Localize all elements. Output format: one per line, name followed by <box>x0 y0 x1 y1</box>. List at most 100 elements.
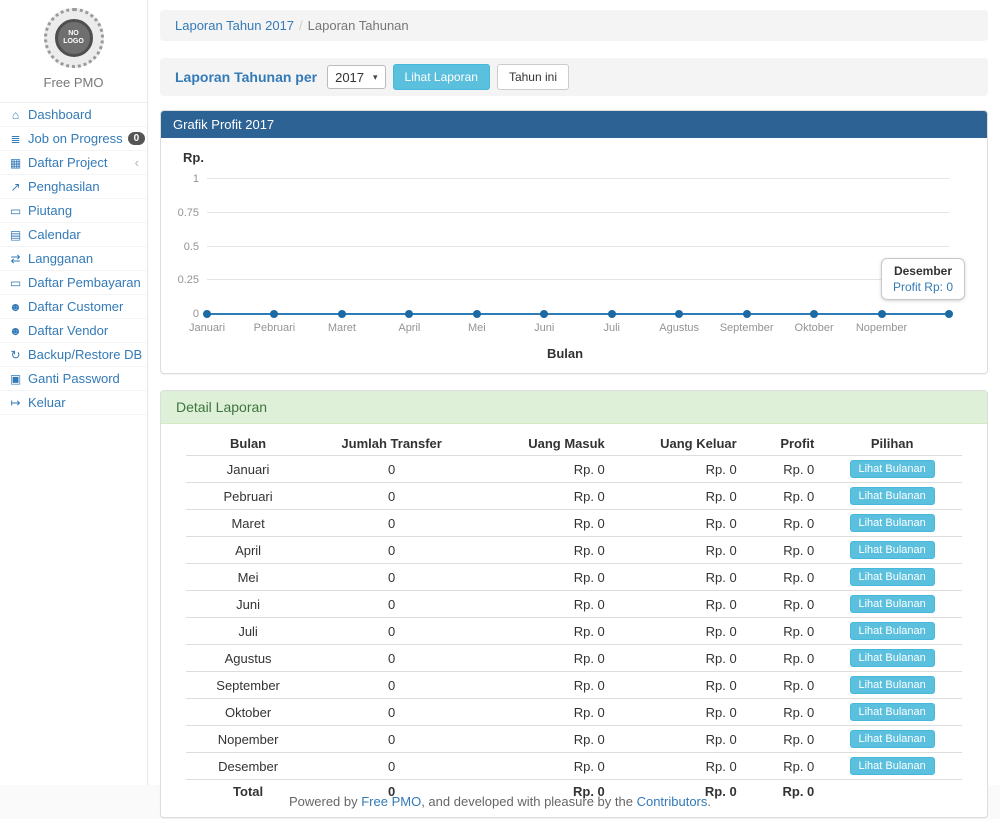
cell-uang-masuk: Rp. 0 <box>473 510 613 537</box>
report-form: Laporan Tahunan per 2017 ▾ Lihat Laporan… <box>160 58 988 96</box>
cell-uang-keluar: Rp. 0 <box>613 456 745 483</box>
footer-text: Powered by <box>289 794 361 809</box>
breadcrumb-link[interactable]: Laporan Tahun 2017 <box>175 18 294 33</box>
cell-pilihan: Lihat Bulanan <box>822 591 962 618</box>
tasks-icon: ≣ <box>8 132 23 146</box>
cell-profit: Rp. 0 <box>745 645 823 672</box>
lihat-laporan-button[interactable]: Lihat Laporan <box>393 64 490 90</box>
sidebar-item-penghasilan[interactable]: ↗Penghasilan <box>0 175 147 199</box>
lihat-bulanan-button[interactable]: Lihat Bulanan <box>850 703 935 721</box>
users-icon: ☻ <box>8 300 23 314</box>
sidebar-item-daftar-project[interactable]: ▦Daftar Project‹ <box>0 151 147 175</box>
cell-uang-keluar: Rp. 0 <box>613 510 745 537</box>
brand-name: Free PMO <box>0 75 147 90</box>
cell-pilihan: Lihat Bulanan <box>822 726 962 753</box>
y-axis-label: Rp. <box>183 150 957 165</box>
lihat-bulanan-button[interactable]: Lihat Bulanan <box>850 730 935 748</box>
cell-pilihan: Lihat Bulanan <box>822 753 962 780</box>
cell-bulan: Desember <box>186 753 310 780</box>
cell-uang-keluar: Rp. 0 <box>613 645 745 672</box>
column-header-bulan: Bulan <box>186 432 310 456</box>
y-tick-label: 0.25 <box>178 274 199 286</box>
lihat-bulanan-button[interactable]: Lihat Bulanan <box>850 649 935 667</box>
lihat-bulanan-button[interactable]: Lihat Bulanan <box>850 541 935 559</box>
cell-pilihan: Lihat Bulanan <box>822 618 962 645</box>
sidebar-item-job-on-progress[interactable]: ≣Job on Progress0 <box>0 127 147 151</box>
cell-jumlah-transfer: 0 <box>310 645 473 672</box>
gridline <box>207 279 949 280</box>
cell-jumlah-transfer: 0 <box>310 699 473 726</box>
sidebar-item-backup-restore-db[interactable]: ↻Backup/Restore DB <box>0 343 147 367</box>
y-tick-label: 0 <box>193 308 199 320</box>
table-icon: ▦ <box>8 156 23 170</box>
tooltip-title: Desember <box>893 264 953 278</box>
cell-profit: Rp. 0 <box>745 483 823 510</box>
x-tick-label: Oktober <box>795 322 834 334</box>
x-axis-labels: JanuariPebruariMaretAprilMeiJuniJuliAgus… <box>207 322 949 337</box>
sidebar: NO LOGO Free PMO ⌂Dashboard≣Job on Progr… <box>0 0 148 785</box>
table-header-row: BulanJumlah TransferUang MasukUang Kelua… <box>186 432 962 456</box>
lihat-bulanan-button[interactable]: Lihat Bulanan <box>850 514 935 532</box>
lihat-bulanan-button[interactable]: Lihat Bulanan <box>850 757 935 775</box>
year-select-value: 2017 <box>335 70 364 85</box>
cell-jumlah-transfer: 0 <box>310 510 473 537</box>
contributors-link[interactable]: Contributors <box>637 794 708 809</box>
cell-uang-masuk: Rp. 0 <box>473 564 613 591</box>
sidebar-item-label: Ganti Password <box>28 371 120 386</box>
total-cell: Rp. 0 <box>745 780 823 804</box>
profit-chart: Rp. Desember Profit Rp: 0 00.250.50.751 … <box>161 138 987 373</box>
column-header-jumlah-transfer: Jumlah Transfer <box>310 432 473 456</box>
free-pmo-link[interactable]: Free PMO <box>361 794 421 809</box>
column-header-uang-masuk: Uang Masuk <box>473 432 613 456</box>
table-row: Mei0Rp. 0Rp. 0Rp. 0Lihat Bulanan <box>186 564 962 591</box>
table-row: April0Rp. 0Rp. 0Rp. 0Lihat Bulanan <box>186 537 962 564</box>
table-row: Januari0Rp. 0Rp. 0Rp. 0Lihat Bulanan <box>186 456 962 483</box>
data-point <box>338 310 346 318</box>
sidebar-item-daftar-vendor[interactable]: ☻Daftar Vendor <box>0 319 147 343</box>
tooltip-value: Profit Rp: 0 <box>893 280 953 294</box>
lihat-bulanan-button[interactable]: Lihat Bulanan <box>850 568 935 586</box>
app: NO LOGO Free PMO ⌂Dashboard≣Job on Progr… <box>0 0 1000 785</box>
sidebar-item-dashboard[interactable]: ⌂Dashboard <box>0 103 147 127</box>
lihat-bulanan-button[interactable]: Lihat Bulanan <box>850 595 935 613</box>
cell-bulan: September <box>186 672 310 699</box>
report-table: BulanJumlah TransferUang MasukUang Kelua… <box>186 432 962 803</box>
sidebar-item-daftar-pembayaran[interactable]: ▭Daftar Pembayaran <box>0 271 147 295</box>
sidebar-menu: ⌂Dashboard≣Job on Progress0▦Daftar Proje… <box>0 102 147 415</box>
data-point <box>810 310 818 318</box>
count-badge: 0 <box>128 132 146 145</box>
cell-bulan: Maret <box>186 510 310 537</box>
cell-profit: Rp. 0 <box>745 753 823 780</box>
cell-uang-keluar: Rp. 0 <box>613 537 745 564</box>
breadcrumb-current: Laporan Tahunan <box>308 18 409 33</box>
sidebar-item-langganan[interactable]: ⇄Langganan <box>0 247 147 271</box>
lihat-bulanan-button[interactable]: Lihat Bulanan <box>850 676 935 694</box>
x-tick-label: Pebruari <box>254 322 296 334</box>
cell-jumlah-transfer: 0 <box>310 753 473 780</box>
lihat-bulanan-button[interactable]: Lihat Bulanan <box>850 487 935 505</box>
cell-bulan: Oktober <box>186 699 310 726</box>
lihat-bulanan-button[interactable]: Lihat Bulanan <box>850 460 935 478</box>
table-row: Desember0Rp. 0Rp. 0Rp. 0Lihat Bulanan <box>186 753 962 780</box>
column-header-profit: Profit <box>745 432 823 456</box>
sidebar-item-daftar-customer[interactable]: ☻Daftar Customer <box>0 295 147 319</box>
column-header-pilihan: Pilihan <box>822 432 962 456</box>
sidebar-item-piutang[interactable]: ▭Piutang <box>0 199 147 223</box>
data-point <box>270 310 278 318</box>
no-logo-badge: NO LOGO <box>55 19 93 57</box>
x-axis-title: Bulan <box>173 346 957 361</box>
lihat-bulanan-button[interactable]: Lihat Bulanan <box>850 622 935 640</box>
data-point <box>405 310 413 318</box>
cell-jumlah-transfer: 0 <box>310 564 473 591</box>
cell-bulan: Nopember <box>186 726 310 753</box>
sidebar-item-keluar[interactable]: ↦Keluar <box>0 391 147 415</box>
tahun-ini-button[interactable]: Tahun ini <box>497 64 569 90</box>
cell-jumlah-transfer: 0 <box>310 672 473 699</box>
cell-jumlah-transfer: 0 <box>310 456 473 483</box>
refresh-icon: ↻ <box>8 348 23 362</box>
year-select[interactable]: 2017 ▾ <box>327 65 385 89</box>
cell-pilihan: Lihat Bulanan <box>822 537 962 564</box>
sidebar-item-ganti-password[interactable]: ▣Ganti Password <box>0 367 147 391</box>
sidebar-item-calendar[interactable]: ▤Calendar <box>0 223 147 247</box>
footer-text: , and developed with pleasure by the <box>421 794 636 809</box>
